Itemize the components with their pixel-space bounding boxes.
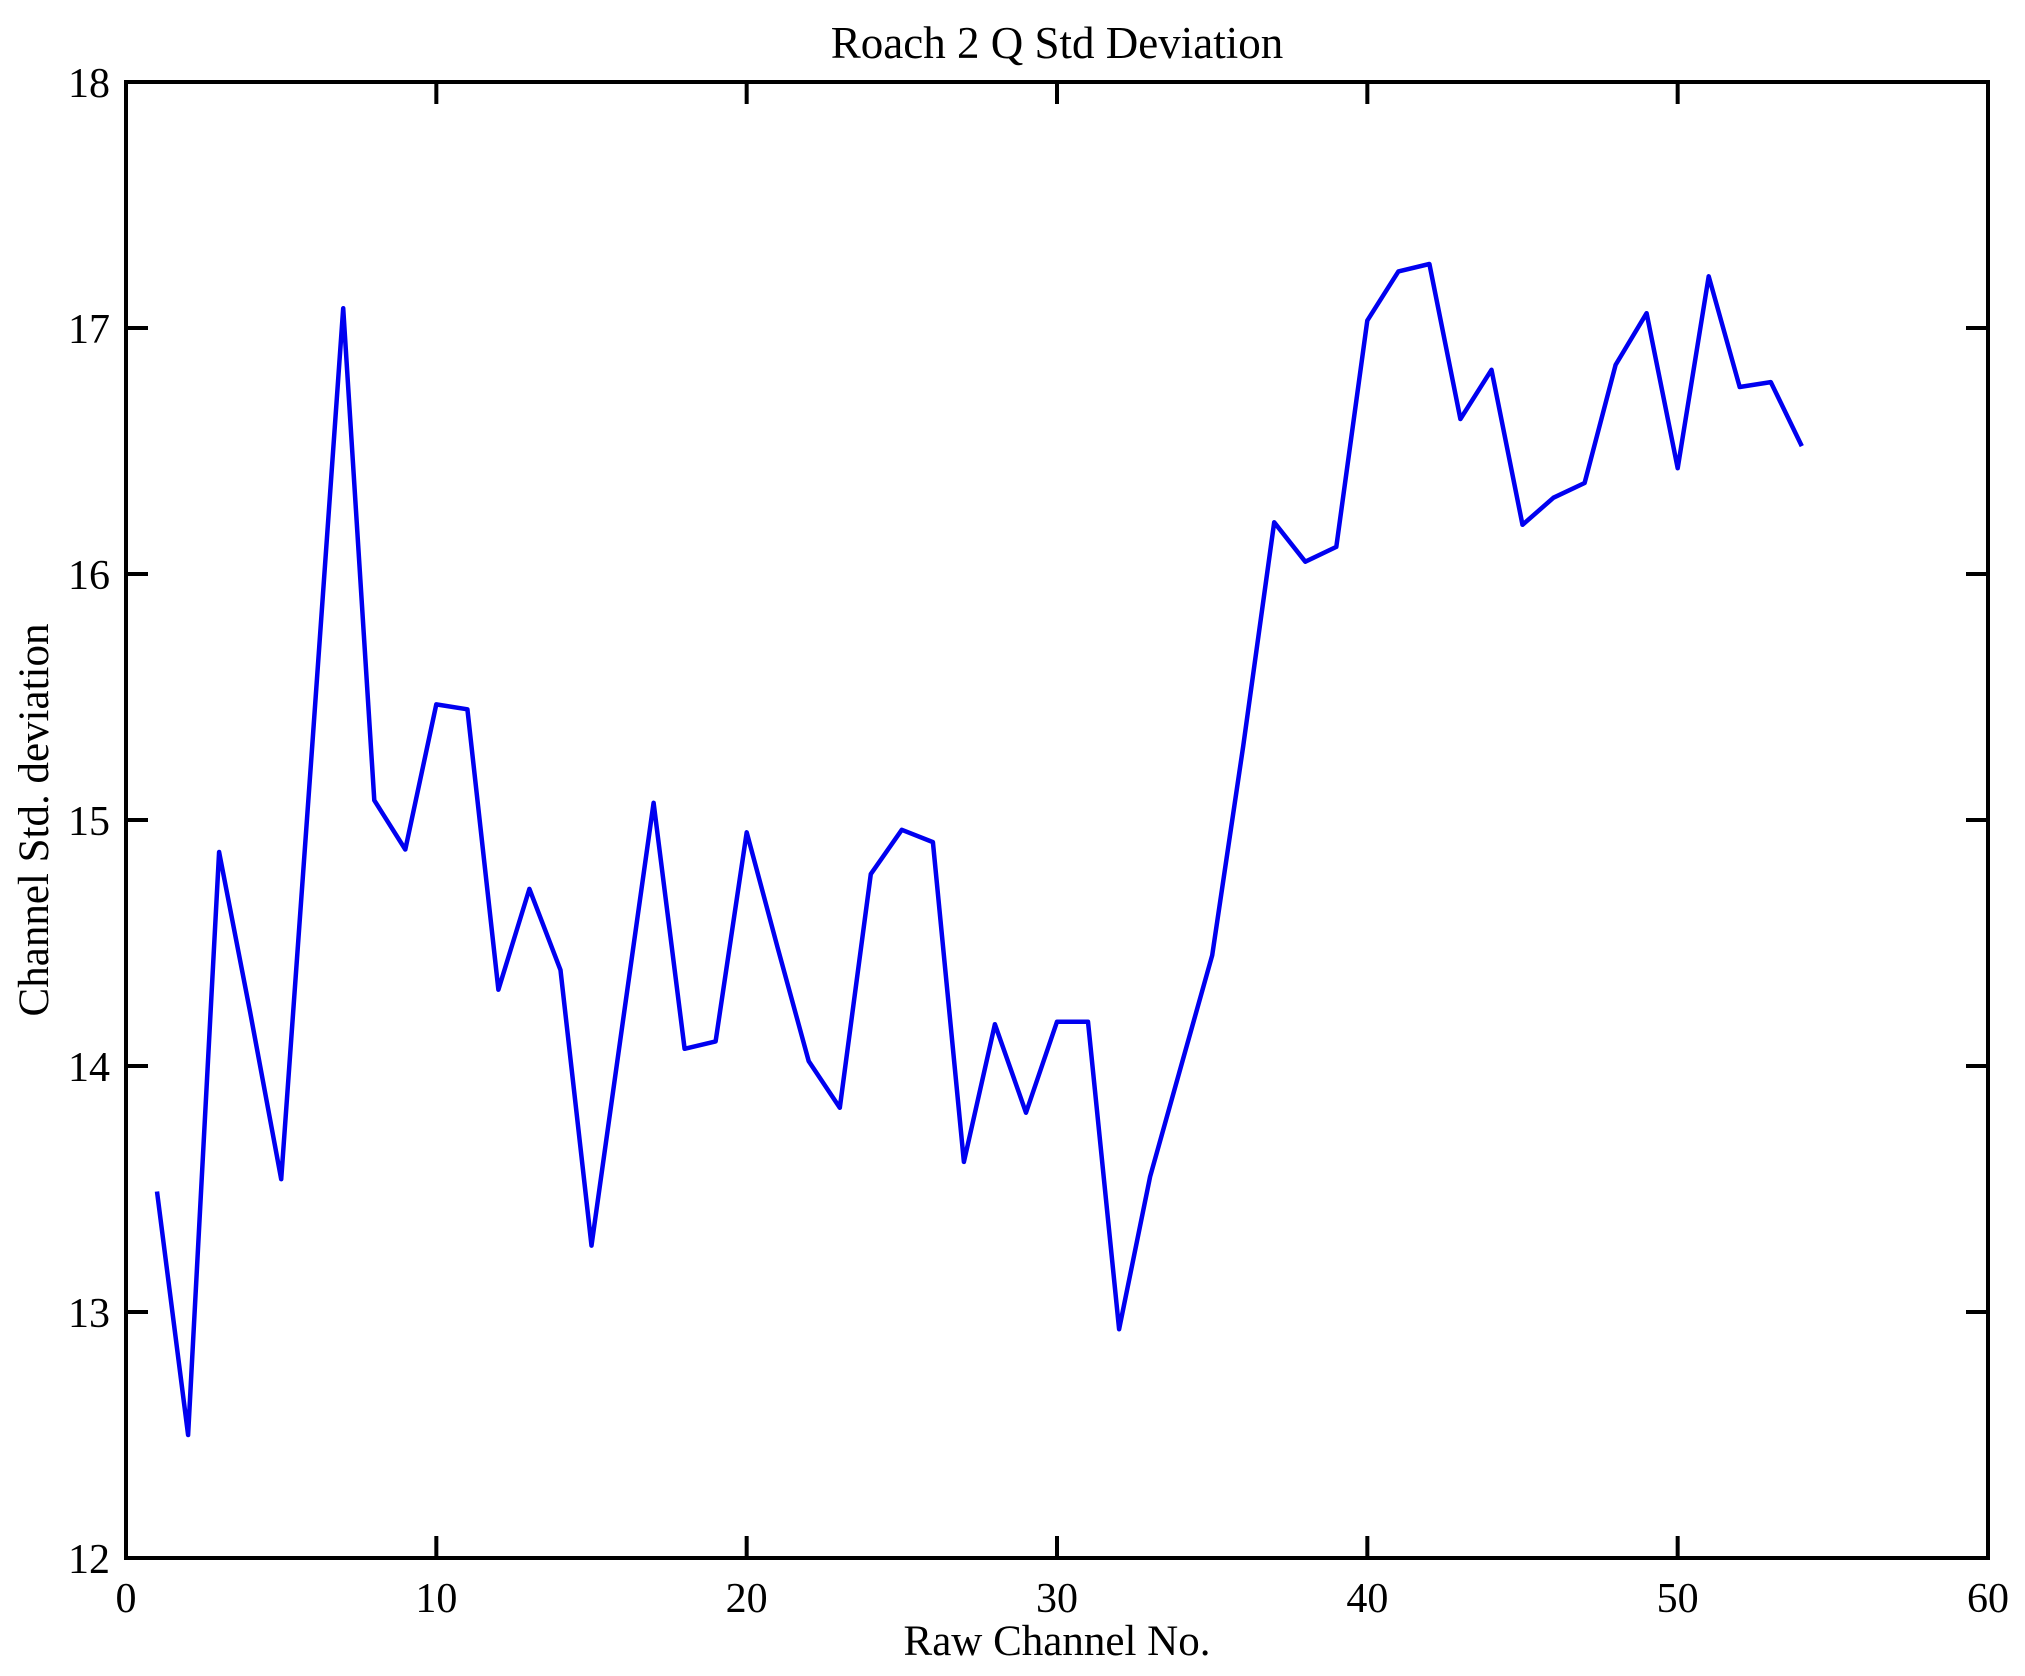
x-tick-label: 10	[415, 1576, 457, 1622]
x-tick-label: 30	[1036, 1576, 1078, 1622]
x-tick-label: 0	[116, 1576, 137, 1622]
y-tick-label: 15	[68, 799, 110, 845]
x-tick-label: 20	[726, 1576, 768, 1622]
data-series	[154, 261, 1804, 1438]
y-tick-label: 14	[68, 1045, 110, 1091]
y-tick-label: 12	[68, 1537, 110, 1583]
data-line	[154, 261, 1804, 1438]
x-axis-label: Raw Channel No.	[904, 1618, 1211, 1665]
x-tick-label: 50	[1657, 1576, 1699, 1622]
x-tick-label: 60	[1967, 1576, 2009, 1622]
y-tick-label: 18	[68, 61, 110, 107]
x-tick-label: 40	[1346, 1576, 1388, 1622]
plot-area	[124, 80, 1990, 1560]
y-tick-label: 17	[68, 307, 110, 353]
tick-marks	[124, 80, 1990, 1560]
y-axis-label: Channel Std. deviation	[11, 624, 58, 1017]
chart-title: Roach 2 Q Std Deviation	[831, 18, 1283, 68]
tick-labels: 0 10 20 30 40 50 60 12 13 14 15 16 17 18	[68, 61, 2009, 1622]
y-tick-label: 16	[68, 553, 110, 599]
y-tick-label: 13	[68, 1291, 110, 1337]
